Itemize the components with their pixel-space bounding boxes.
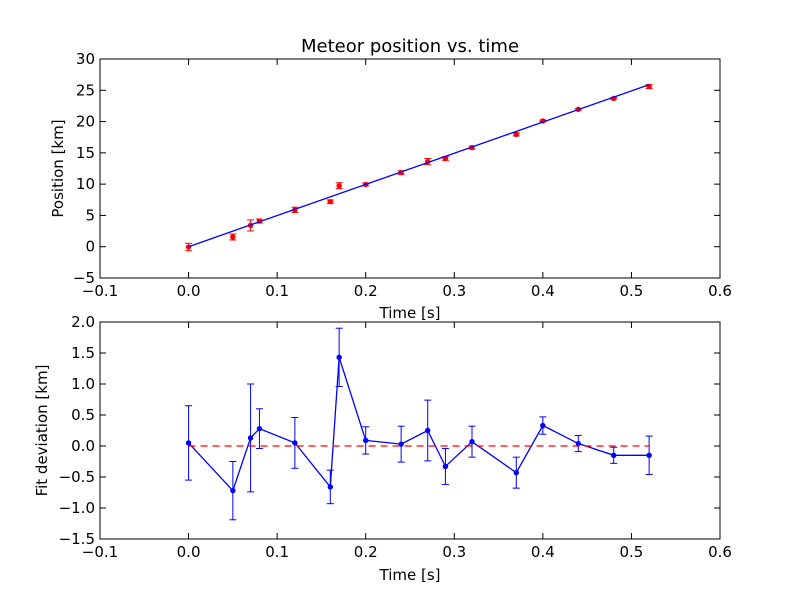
data-point <box>256 425 263 432</box>
deviation-y-tick-label: 1.5 <box>71 344 95 362</box>
deviation-x-tick-label: 0.0 <box>177 543 201 561</box>
deviation-x-tick-label: 0.3 <box>442 543 466 561</box>
data-point <box>611 452 617 458</box>
data-point <box>442 463 449 470</box>
deviation-y-axis-label: Fit deviation [km] <box>33 365 51 497</box>
data-point <box>398 441 404 447</box>
position-y-tick-label: −5 <box>73 269 95 287</box>
deviation-x-tick-label: 0.6 <box>708 543 732 561</box>
deviation-x-axis-label: Time [s] <box>379 566 441 584</box>
position-x-tick-label: 0.5 <box>619 282 643 300</box>
deviation-x-tick-label: 0.2 <box>354 543 378 561</box>
position-x-tick-label: 0.6 <box>708 282 732 300</box>
position-x-tick-label: 0.0 <box>177 282 201 300</box>
data-point <box>469 438 475 445</box>
deviation-x-tick-label: 0.5 <box>619 543 643 561</box>
position-panel: Meteor position vs. time −0.1 0.0 0.1 0.2 0.… <box>49 36 732 322</box>
deviation-x-tick-label: 0.4 <box>531 543 555 561</box>
position-x-tick-label: 0.2 <box>354 282 378 300</box>
data-point <box>185 440 192 446</box>
deviation-y-tick-label: 1.0 <box>71 375 95 393</box>
deviation-y-tick-label: −1.0 <box>59 499 95 517</box>
position-x-tick-label: 0.3 <box>442 282 466 300</box>
fit-line <box>188 84 650 248</box>
data-point <box>336 354 342 361</box>
deviation-x-tick-label: 0.1 <box>265 543 289 561</box>
position-y-tick-label: 25 <box>76 81 95 99</box>
data-point <box>646 452 652 458</box>
data-point <box>336 183 342 189</box>
data-point <box>230 234 236 240</box>
deviation-y-tick-label: −0.5 <box>59 468 95 486</box>
data-point <box>363 437 369 444</box>
deviation-y-tick-label: 2.0 <box>71 313 95 331</box>
deviation-x-tick-label: −0.1 <box>82 543 118 561</box>
deviation-y-tick-label: 0.0 <box>71 437 95 455</box>
deviation-plot-area <box>185 327 653 521</box>
position-plot-area <box>185 83 653 252</box>
position-x-tick-label: 0.1 <box>265 282 289 300</box>
position-plot-frame <box>99 58 721 279</box>
position-y-axis-label: Position [km] <box>49 119 67 217</box>
position-axis-ticks: −0.1 0.0 0.1 0.2 0.3 0.4 0.5 0.6 −5 0 5 10 15 20 25 30 <box>73 50 732 300</box>
data-point <box>292 440 298 446</box>
position-y-tick-label: 5 <box>85 206 95 224</box>
position-y-tick-label: 0 <box>85 238 95 256</box>
data-point <box>327 198 333 205</box>
position-x-axis-label: Time [s] <box>379 304 441 322</box>
position-x-tick-label: 0.4 <box>531 282 555 300</box>
data-point <box>513 131 519 138</box>
data-point <box>327 484 333 490</box>
position-x-tick-label: −0.1 <box>82 282 118 300</box>
position-y-tick-label: 10 <box>76 175 95 193</box>
data-point <box>425 427 431 434</box>
data-point <box>247 435 254 441</box>
data-point <box>575 440 581 447</box>
deviation-axis-ticks: −0.1 0.0 0.1 0.2 0.3 0.4 0.5 0.6 −1.5 −1.0 −0.5 0.0… <box>59 313 732 561</box>
position-y-tick-label: 20 <box>76 113 95 131</box>
position-y-tick-label: 15 <box>76 144 95 162</box>
chart-title: Meteor position vs. time <box>301 36 519 57</box>
data-point <box>540 422 546 429</box>
data-point <box>513 469 519 476</box>
position-y-tick-label: 30 <box>76 50 95 68</box>
deviation-plot-frame <box>99 321 721 540</box>
data-point <box>230 487 236 494</box>
deviation-y-tick-label: 0.5 <box>71 406 95 424</box>
deviation-panel: −0.1 0.0 0.1 0.2 0.3 0.4 0.5 0.6 −1.5 −1.0 −0.5 0.0… <box>33 313 732 584</box>
deviation-y-tick-label: −1.5 <box>59 530 95 548</box>
